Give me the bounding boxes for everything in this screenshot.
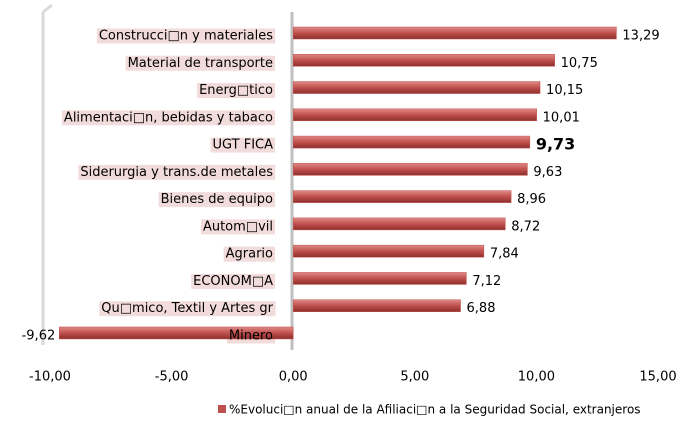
value-label: 13,29 [622, 29, 659, 44]
category-label: Bienes de equipo [161, 192, 273, 207]
category-label: Alimentaci□n, bebidas y tabaco [64, 110, 273, 125]
value-label: 9,73 [536, 135, 575, 154]
x-tick-label: 0,00 [279, 370, 308, 385]
category-label: Material de transporte [128, 56, 273, 71]
value-label: 8,72 [511, 219, 540, 234]
bar [292, 81, 541, 94]
bar [292, 299, 461, 312]
category-label-bg [191, 273, 276, 289]
category-label: Construcci□n y materiales [99, 29, 273, 44]
x-tick-label: 10,00 [518, 370, 555, 385]
category-label: Agrario [226, 247, 273, 262]
value-label: -9,62 [22, 328, 56, 343]
value-label: 10,01 [543, 110, 580, 125]
x-tick-label: 5,00 [400, 370, 429, 385]
category-label: UGT FICA [213, 138, 274, 153]
value-label: 8,96 [517, 192, 546, 207]
category-label: Qu□mico, Textil y Artes gr [101, 301, 273, 316]
bar [292, 135, 531, 149]
value-label: 7,12 [472, 274, 501, 289]
x-tick-label: -5,00 [155, 370, 189, 385]
bar [292, 54, 555, 67]
category-label-bg [200, 219, 275, 235]
category-label: Energ□tico [199, 83, 273, 98]
bar [58, 326, 294, 340]
value-label: 6,88 [467, 301, 496, 316]
bar [292, 244, 485, 258]
x-tick-label: -10,00 [29, 370, 71, 385]
category-label-bg [223, 246, 276, 262]
bar [292, 272, 467, 285]
category-label: Minero [229, 328, 273, 343]
bar [292, 163, 528, 176]
category-label-bg [96, 28, 276, 44]
value-label: 10,15 [546, 83, 583, 98]
bar [292, 26, 617, 40]
category-label: Siderurgia y trans.de metales [80, 165, 273, 180]
category-label-bg [210, 137, 276, 153]
bar [292, 108, 537, 122]
legend-label: %Evoluci□n anual de la Afiliaci□n a la S… [229, 403, 641, 417]
category-label: Autom□vil [203, 219, 273, 234]
category-label-bg [197, 83, 276, 99]
category-label-bg [61, 110, 276, 126]
bar [292, 190, 512, 203]
category-label-bg [125, 55, 275, 71]
legend-swatch [218, 405, 226, 413]
category-label-bg [99, 301, 276, 317]
value-label: 9,63 [533, 165, 562, 180]
bar [292, 217, 506, 231]
category-label-bg [78, 164, 276, 180]
value-label: 10,75 [561, 56, 598, 71]
x-tick-label: 15,00 [639, 370, 676, 385]
frame [41, 3, 294, 350]
category-label-bg [158, 192, 276, 208]
value-label: 7,84 [490, 247, 519, 262]
category-label: ECONOM□A [193, 274, 273, 289]
